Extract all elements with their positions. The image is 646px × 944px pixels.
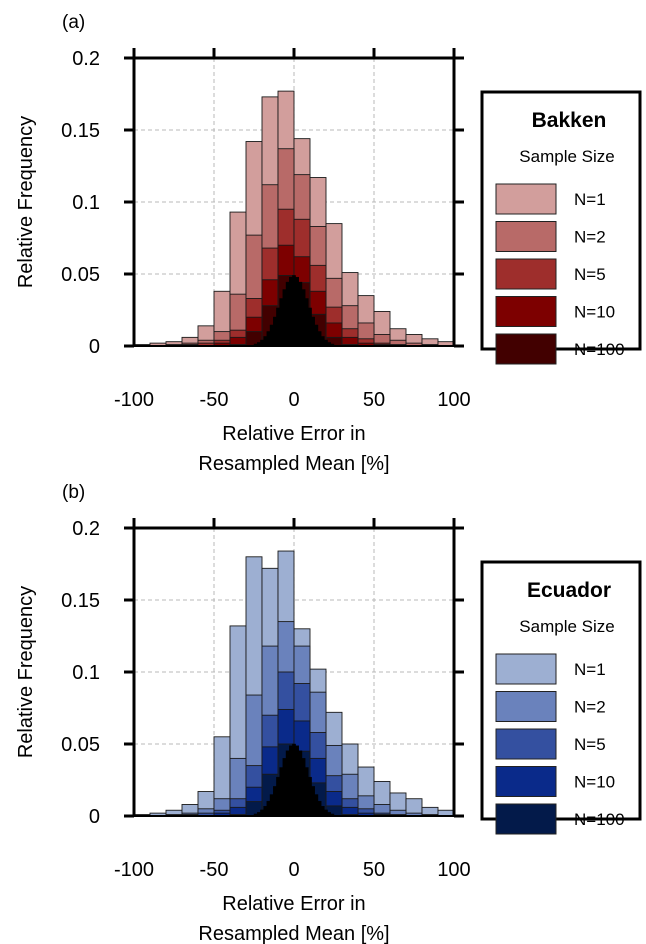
legend-swatch	[495, 728, 557, 760]
histogram-bar	[266, 331, 271, 347]
legend-title: Ecuador	[527, 579, 611, 602]
y-tick-label: 0.05	[61, 734, 100, 756]
histogram-bar	[321, 806, 325, 817]
histogram-bar	[308, 776, 312, 817]
panel-label: (a)	[62, 12, 85, 33]
panel-label: (b)	[62, 482, 85, 503]
y-tick-label: 0.05	[61, 264, 100, 286]
histogram-bar	[289, 745, 293, 817]
histogram-bar	[311, 316, 316, 347]
legend: Ecuador Sample Size N=1 N=2 N=5 N=10 N=100	[480, 560, 642, 835]
x-tick-label: -50	[200, 859, 229, 881]
x-tick-label: 100	[437, 389, 470, 411]
legend: Bakken Sample Size N=1 N=2 N=5 N=10 N=100	[480, 90, 642, 365]
histogram-bar	[298, 281, 303, 347]
legend-swatch	[495, 653, 557, 685]
histogram-bar	[269, 324, 274, 347]
legend-swatch	[495, 333, 557, 365]
legend-swatch	[495, 258, 557, 290]
x-tick-label: 0	[288, 389, 299, 411]
y-tick-label: 0.2	[72, 48, 100, 70]
y-tick-label: 0.15	[61, 120, 100, 142]
legend-swatch	[495, 296, 557, 327]
histogram-bar	[305, 767, 309, 817]
histogram-bar	[276, 776, 280, 817]
legend-label: N=1	[574, 190, 606, 209]
x-tick-label: 50	[363, 389, 385, 411]
fine-bins-n-100	[253, 275, 335, 347]
legend-label: N=5	[574, 735, 606, 754]
histogram-bar	[292, 743, 296, 817]
y-tick-label: 0	[89, 336, 100, 358]
legend-title: Bakken	[532, 109, 607, 132]
y-tick-label: 0.1	[72, 192, 100, 214]
histogram-bar	[308, 307, 312, 347]
histogram-bar	[279, 298, 284, 347]
y-tick-label: 0.1	[72, 662, 100, 684]
legend-label: N=5	[574, 265, 606, 284]
x-tick-label: 50	[363, 859, 385, 881]
y-tick-label: 0.15	[61, 590, 100, 612]
x-tick-label: 0	[288, 859, 299, 881]
x-axis-title-line1: Relative Error in	[222, 893, 365, 915]
histogram-bar	[292, 275, 296, 347]
histogram-bar	[295, 745, 300, 817]
x-tick-label: -100	[114, 859, 154, 881]
histogram-bar	[314, 324, 319, 347]
legend-label: N=2	[574, 228, 606, 247]
histogram-bar	[276, 307, 280, 347]
legend-label: N=10	[574, 773, 615, 792]
histogram-bar	[273, 316, 277, 347]
legend-swatch	[495, 766, 557, 797]
histogram-bar	[301, 758, 306, 817]
histogram-bar	[282, 758, 287, 817]
histogram-bar	[305, 298, 309, 347]
histogram-bar	[321, 336, 325, 347]
histogram-bar	[317, 331, 322, 347]
histogram-bar	[289, 276, 293, 347]
legend-swatch	[495, 691, 557, 722]
histogram-bar	[273, 786, 277, 817]
legend-label: N=100	[574, 810, 625, 829]
histogram-bar	[263, 806, 268, 817]
y-tick-label: 0.2	[72, 518, 100, 540]
chart-panel-2: (b) -100 -50 0 50 100 0 0.05 0.1 0.15 0.2 Relative …	[15, 482, 642, 944]
histogram-bar	[263, 336, 268, 347]
legend-swatch	[495, 803, 557, 835]
histogram-bar	[285, 750, 290, 817]
x-tick-label: -100	[114, 389, 154, 411]
chart-panel-1: (a) -100 -50 0 50 100 0 0.05 0.1 0.15 0.2 Relative …	[15, 12, 642, 475]
histogram-bar	[311, 786, 316, 817]
legend-label: N=100	[574, 340, 625, 359]
histogram-bar	[301, 289, 306, 347]
legend-swatch	[495, 183, 557, 215]
histogram-bar	[295, 276, 300, 347]
histogram-bar	[266, 800, 271, 817]
y-axis-title: Relative Frequency	[15, 586, 37, 758]
x-axis-title-line1: Relative Error in	[222, 423, 365, 445]
histogram-bar	[279, 767, 284, 817]
histogram-bar	[285, 281, 290, 347]
legend-swatch	[495, 221, 557, 252]
x-axis-title-line2: Resampled Mean [%]	[198, 453, 389, 475]
histogram-bar	[269, 794, 274, 817]
y-axis-title: Relative Frequency	[15, 116, 37, 288]
x-tick-label: 100	[437, 859, 470, 881]
legend-label: N=10	[574, 303, 615, 322]
x-axis-title-line2: Resampled Mean [%]	[198, 923, 389, 944]
legend-label: N=1	[574, 660, 606, 679]
legend-subtitle: Sample Size	[519, 147, 614, 166]
x-tick-label: -50	[200, 389, 229, 411]
legend-label: N=2	[574, 698, 606, 717]
y-tick-label: 0	[89, 806, 100, 828]
histogram-bar	[298, 750, 303, 817]
histogram-bar	[317, 800, 322, 817]
histogram-bar	[282, 289, 287, 347]
legend-subtitle: Sample Size	[519, 617, 614, 636]
histogram-bar	[314, 794, 319, 817]
